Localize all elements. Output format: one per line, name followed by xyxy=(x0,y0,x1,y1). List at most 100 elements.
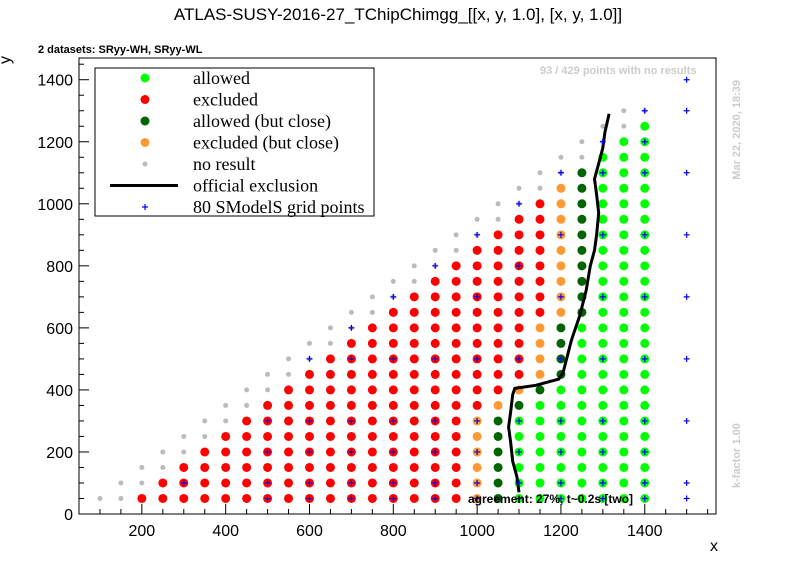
point-allowed xyxy=(619,276,629,286)
point-excluded xyxy=(388,323,398,333)
point-allowed xyxy=(640,276,650,286)
point-excluded xyxy=(221,431,231,441)
grid-point-marker xyxy=(641,495,648,502)
grid-point-marker xyxy=(683,355,690,362)
point-excluded xyxy=(514,369,524,379)
point-no-result xyxy=(516,185,522,191)
grid-point-marker xyxy=(599,293,606,300)
point-excluded xyxy=(535,230,545,240)
point-no-result xyxy=(139,464,145,470)
point-no-result xyxy=(600,123,606,129)
x-tick-label: 200 xyxy=(129,523,156,540)
point-excluded xyxy=(284,493,294,503)
grid-point-marker xyxy=(348,479,355,486)
point-no-result xyxy=(348,309,354,315)
point-allowed xyxy=(640,199,650,209)
grid-point-marker xyxy=(557,231,564,238)
legend-marker xyxy=(140,116,150,126)
y-tick-label: 1400 xyxy=(37,73,73,90)
point-allowed xyxy=(514,431,524,441)
y-tick-label: 0 xyxy=(64,507,73,524)
point-excluded xyxy=(346,462,356,472)
point-no-result xyxy=(139,480,145,486)
legend-marker xyxy=(140,95,150,104)
legend-item-grid-points: 80 SModelS grid points xyxy=(142,197,365,217)
point-no-result xyxy=(265,387,271,393)
point-allowed-close xyxy=(514,400,524,410)
grid-point-marker xyxy=(306,355,313,362)
x-tick-label: 400 xyxy=(212,523,239,540)
grid-point-marker xyxy=(390,495,397,502)
grid-point-marker xyxy=(432,448,439,455)
point-no-result xyxy=(223,402,229,408)
grid-point-marker xyxy=(516,495,523,502)
grid-point-marker xyxy=(683,169,690,176)
point-excluded xyxy=(221,447,231,457)
point-excluded-close xyxy=(472,431,482,441)
point-allowed xyxy=(598,307,608,317)
grid-point-marker xyxy=(264,448,271,455)
point-excluded xyxy=(409,369,419,379)
point-allowed xyxy=(640,385,650,395)
grid-point-marker xyxy=(390,479,397,486)
point-excluded-close xyxy=(556,199,566,209)
point-excluded xyxy=(409,292,419,302)
grid-point-marker xyxy=(306,495,313,502)
point-excluded xyxy=(472,261,482,271)
grid-point-marker xyxy=(348,448,355,455)
point-no-result xyxy=(411,278,417,284)
x-tick-label: 800 xyxy=(380,523,407,540)
y-tick-label: 800 xyxy=(46,259,73,276)
point-allowed xyxy=(640,183,650,193)
point-excluded xyxy=(430,369,440,379)
point-excluded xyxy=(472,245,482,255)
point-allowed xyxy=(535,462,545,472)
point-allowed xyxy=(535,431,545,441)
point-excluded xyxy=(263,400,273,410)
legend-item-no-result: no result xyxy=(142,154,256,174)
point-allowed xyxy=(619,323,629,333)
grid-point-marker xyxy=(599,138,606,145)
point-excluded xyxy=(367,400,377,410)
point-excluded xyxy=(158,493,168,503)
y-tick-label: 400 xyxy=(46,383,73,400)
point-excluded-close xyxy=(535,338,545,348)
grid-point-marker xyxy=(516,200,523,207)
point-allowed xyxy=(598,323,608,333)
point-excluded xyxy=(493,369,503,379)
legend-item-allowed: allowed xyxy=(140,68,250,88)
grid-point-marker xyxy=(641,479,648,486)
point-allowed xyxy=(640,400,650,410)
point-allowed xyxy=(619,307,629,317)
point-allowed xyxy=(535,416,545,426)
point-excluded xyxy=(493,276,503,286)
y-axis-title: y xyxy=(0,56,14,64)
point-no-result xyxy=(495,216,501,222)
point-excluded xyxy=(535,292,545,302)
point-excluded xyxy=(472,400,482,410)
point-excluded xyxy=(242,493,252,503)
point-allowed xyxy=(598,338,608,348)
legend-label: excluded (but close) xyxy=(193,133,339,154)
point-allowed xyxy=(619,385,629,395)
point-excluded xyxy=(325,493,335,503)
point-allowed xyxy=(619,292,629,302)
point-excluded xyxy=(263,431,273,441)
grid-point-marker xyxy=(641,231,648,238)
point-excluded xyxy=(242,462,252,472)
point-allowed-close xyxy=(556,338,566,348)
grid-point-marker xyxy=(557,479,564,486)
x-tick-label: 600 xyxy=(296,523,323,540)
point-allowed xyxy=(640,323,650,333)
point-allowed-close xyxy=(577,245,587,255)
point-allowed xyxy=(619,354,629,364)
point-excluded xyxy=(430,292,440,302)
grid-point-marker xyxy=(390,355,397,362)
point-allowed xyxy=(640,462,650,472)
point-allowed-close xyxy=(493,416,503,426)
point-excluded xyxy=(325,385,335,395)
agreement-text: agreement: 27%, t~0.2s [two] xyxy=(468,492,633,506)
point-allowed xyxy=(619,462,629,472)
grid-point-marker xyxy=(641,355,648,362)
point-allowed xyxy=(619,261,629,271)
